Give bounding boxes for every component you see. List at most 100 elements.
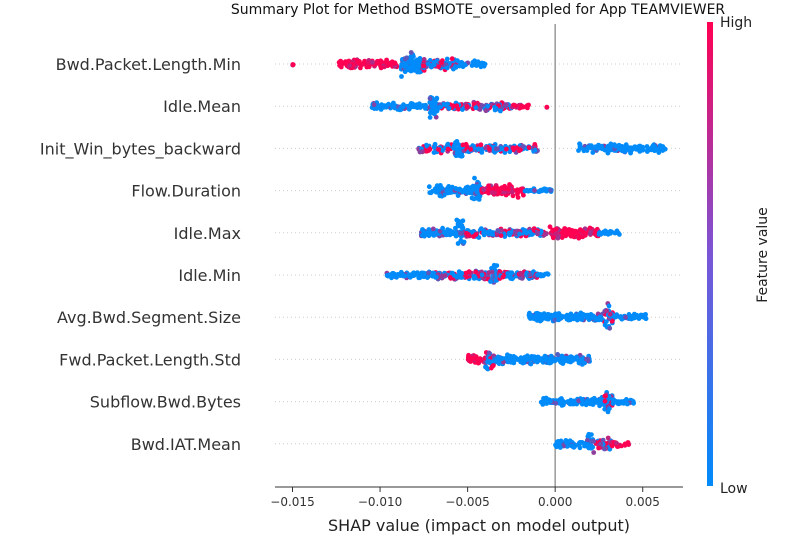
shap-point (613, 314, 619, 320)
shap-point (617, 400, 623, 406)
shap-point (566, 355, 572, 360)
shap-point (607, 406, 612, 412)
shap-point (424, 143, 430, 149)
shap-point (499, 185, 504, 191)
shap-point (543, 231, 549, 236)
shap-point (585, 144, 591, 150)
shap-point (453, 231, 459, 237)
shap-point (543, 312, 548, 318)
shap-point (478, 142, 484, 148)
shap-point (459, 270, 465, 276)
shap-point (484, 365, 490, 371)
shap-point (408, 50, 414, 55)
shap-point (347, 63, 353, 69)
shap-point (505, 359, 511, 365)
feature-label: Subflow.Bwd.Bytes (90, 393, 241, 412)
shap-point (408, 63, 414, 69)
x-tick-label: −0.005 (445, 495, 489, 509)
shap-point (475, 360, 481, 366)
shap-point (499, 228, 504, 233)
feature-label: Flow.Duration (131, 182, 241, 201)
shap-point (499, 146, 505, 152)
shap-point (614, 440, 619, 446)
shap-point (562, 229, 568, 235)
shap-point (561, 402, 566, 408)
shap-point (422, 104, 427, 109)
shap-point (553, 400, 559, 406)
shap-point (598, 397, 604, 402)
shap-point (470, 186, 476, 191)
shap-point (486, 190, 491, 196)
shap-point (492, 186, 498, 192)
shap-point (447, 275, 453, 280)
shap-point (591, 450, 597, 455)
feature-row-points (416, 139, 668, 159)
shap-point (587, 225, 593, 231)
shap-point (361, 61, 366, 66)
shap-point (460, 225, 466, 231)
shap-point (568, 314, 573, 320)
shap-point (462, 187, 467, 193)
shap-point (556, 356, 562, 362)
shap-point (591, 438, 597, 444)
shap-point (290, 62, 296, 68)
shap-point (574, 315, 580, 320)
shap-point (527, 272, 533, 278)
shap-point (479, 146, 485, 151)
shap-point (607, 230, 612, 235)
shap-point (414, 57, 420, 63)
shap-point (557, 445, 563, 450)
shap-point (565, 227, 571, 233)
shap-point (425, 270, 431, 276)
x-axis-title: SHAP value (impact on model output) (328, 516, 630, 535)
feature-label: Bwd.Packet.Length.Min (56, 55, 241, 74)
shap-point (449, 56, 455, 62)
shap-point (411, 67, 417, 73)
colorbar-title: Feature value (755, 207, 771, 303)
shap-point (394, 273, 400, 278)
shap-point (490, 232, 495, 237)
shap-point (514, 145, 520, 151)
shap-point (625, 440, 631, 445)
shap-point (399, 63, 404, 68)
shap-point (602, 406, 608, 412)
shap-point (554, 439, 560, 445)
shap-point (370, 60, 375, 65)
shap-point (476, 183, 482, 189)
colorbar-low-label: Low (720, 481, 748, 497)
shap-point (402, 273, 408, 279)
shap-point (529, 232, 535, 237)
shap-point (470, 60, 476, 65)
shap-point (478, 226, 484, 232)
shap-point (569, 443, 575, 449)
shap-point (517, 356, 522, 362)
shap-point (503, 355, 509, 361)
shap-point (414, 62, 420, 68)
shap-point (460, 218, 466, 224)
shap-point (573, 228, 578, 234)
shap-point (486, 231, 492, 237)
feature-row-points (538, 390, 636, 415)
shap-point (502, 186, 508, 192)
shap-point (471, 101, 477, 107)
shap-point (460, 107, 465, 112)
shap-point (389, 275, 394, 281)
shap-point (542, 271, 548, 277)
shap-point (579, 317, 585, 322)
feature-label: Avg.Bwd.Segment.Size (57, 308, 241, 327)
shap-point (475, 60, 480, 66)
shap-point (491, 363, 496, 368)
colorbar-high-label: High (720, 15, 752, 31)
shap-point (472, 175, 477, 181)
shap-point (446, 186, 452, 192)
shap-point (462, 62, 468, 68)
shap-point (637, 149, 643, 154)
shap-point (402, 69, 408, 75)
feature-label: Idle.Min (178, 266, 241, 285)
shap-point (423, 231, 429, 237)
shap-point (384, 57, 389, 63)
shap-point (432, 141, 438, 147)
shap-point (555, 235, 561, 241)
shap-point (596, 445, 601, 451)
